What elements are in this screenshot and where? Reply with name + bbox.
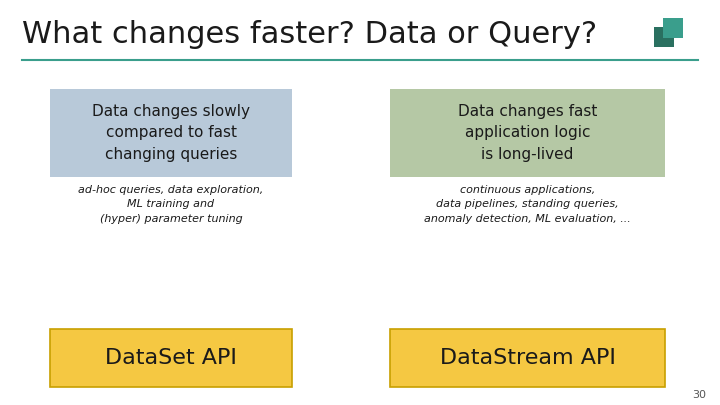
FancyBboxPatch shape bbox=[663, 18, 683, 38]
FancyBboxPatch shape bbox=[50, 329, 292, 387]
FancyBboxPatch shape bbox=[390, 329, 665, 387]
Text: continuous applications,
data pipelines, standing queries,
anomaly detection, ML: continuous applications, data pipelines,… bbox=[424, 185, 631, 224]
Text: Data changes slowly
compared to fast
changing queries: Data changes slowly compared to fast cha… bbox=[92, 104, 250, 162]
Text: DataSet API: DataSet API bbox=[105, 348, 237, 368]
Text: What changes faster? Data or Query?: What changes faster? Data or Query? bbox=[22, 20, 597, 49]
Text: ad-hoc queries, data exploration,
ML training and
(hyper) parameter tuning: ad-hoc queries, data exploration, ML tra… bbox=[78, 185, 264, 224]
Text: 30: 30 bbox=[692, 390, 706, 400]
FancyBboxPatch shape bbox=[390, 89, 665, 177]
FancyBboxPatch shape bbox=[654, 27, 674, 47]
FancyBboxPatch shape bbox=[50, 89, 292, 177]
Text: DataStream API: DataStream API bbox=[440, 348, 616, 368]
Text: Data changes fast
application logic
is long-lived: Data changes fast application logic is l… bbox=[458, 104, 597, 162]
